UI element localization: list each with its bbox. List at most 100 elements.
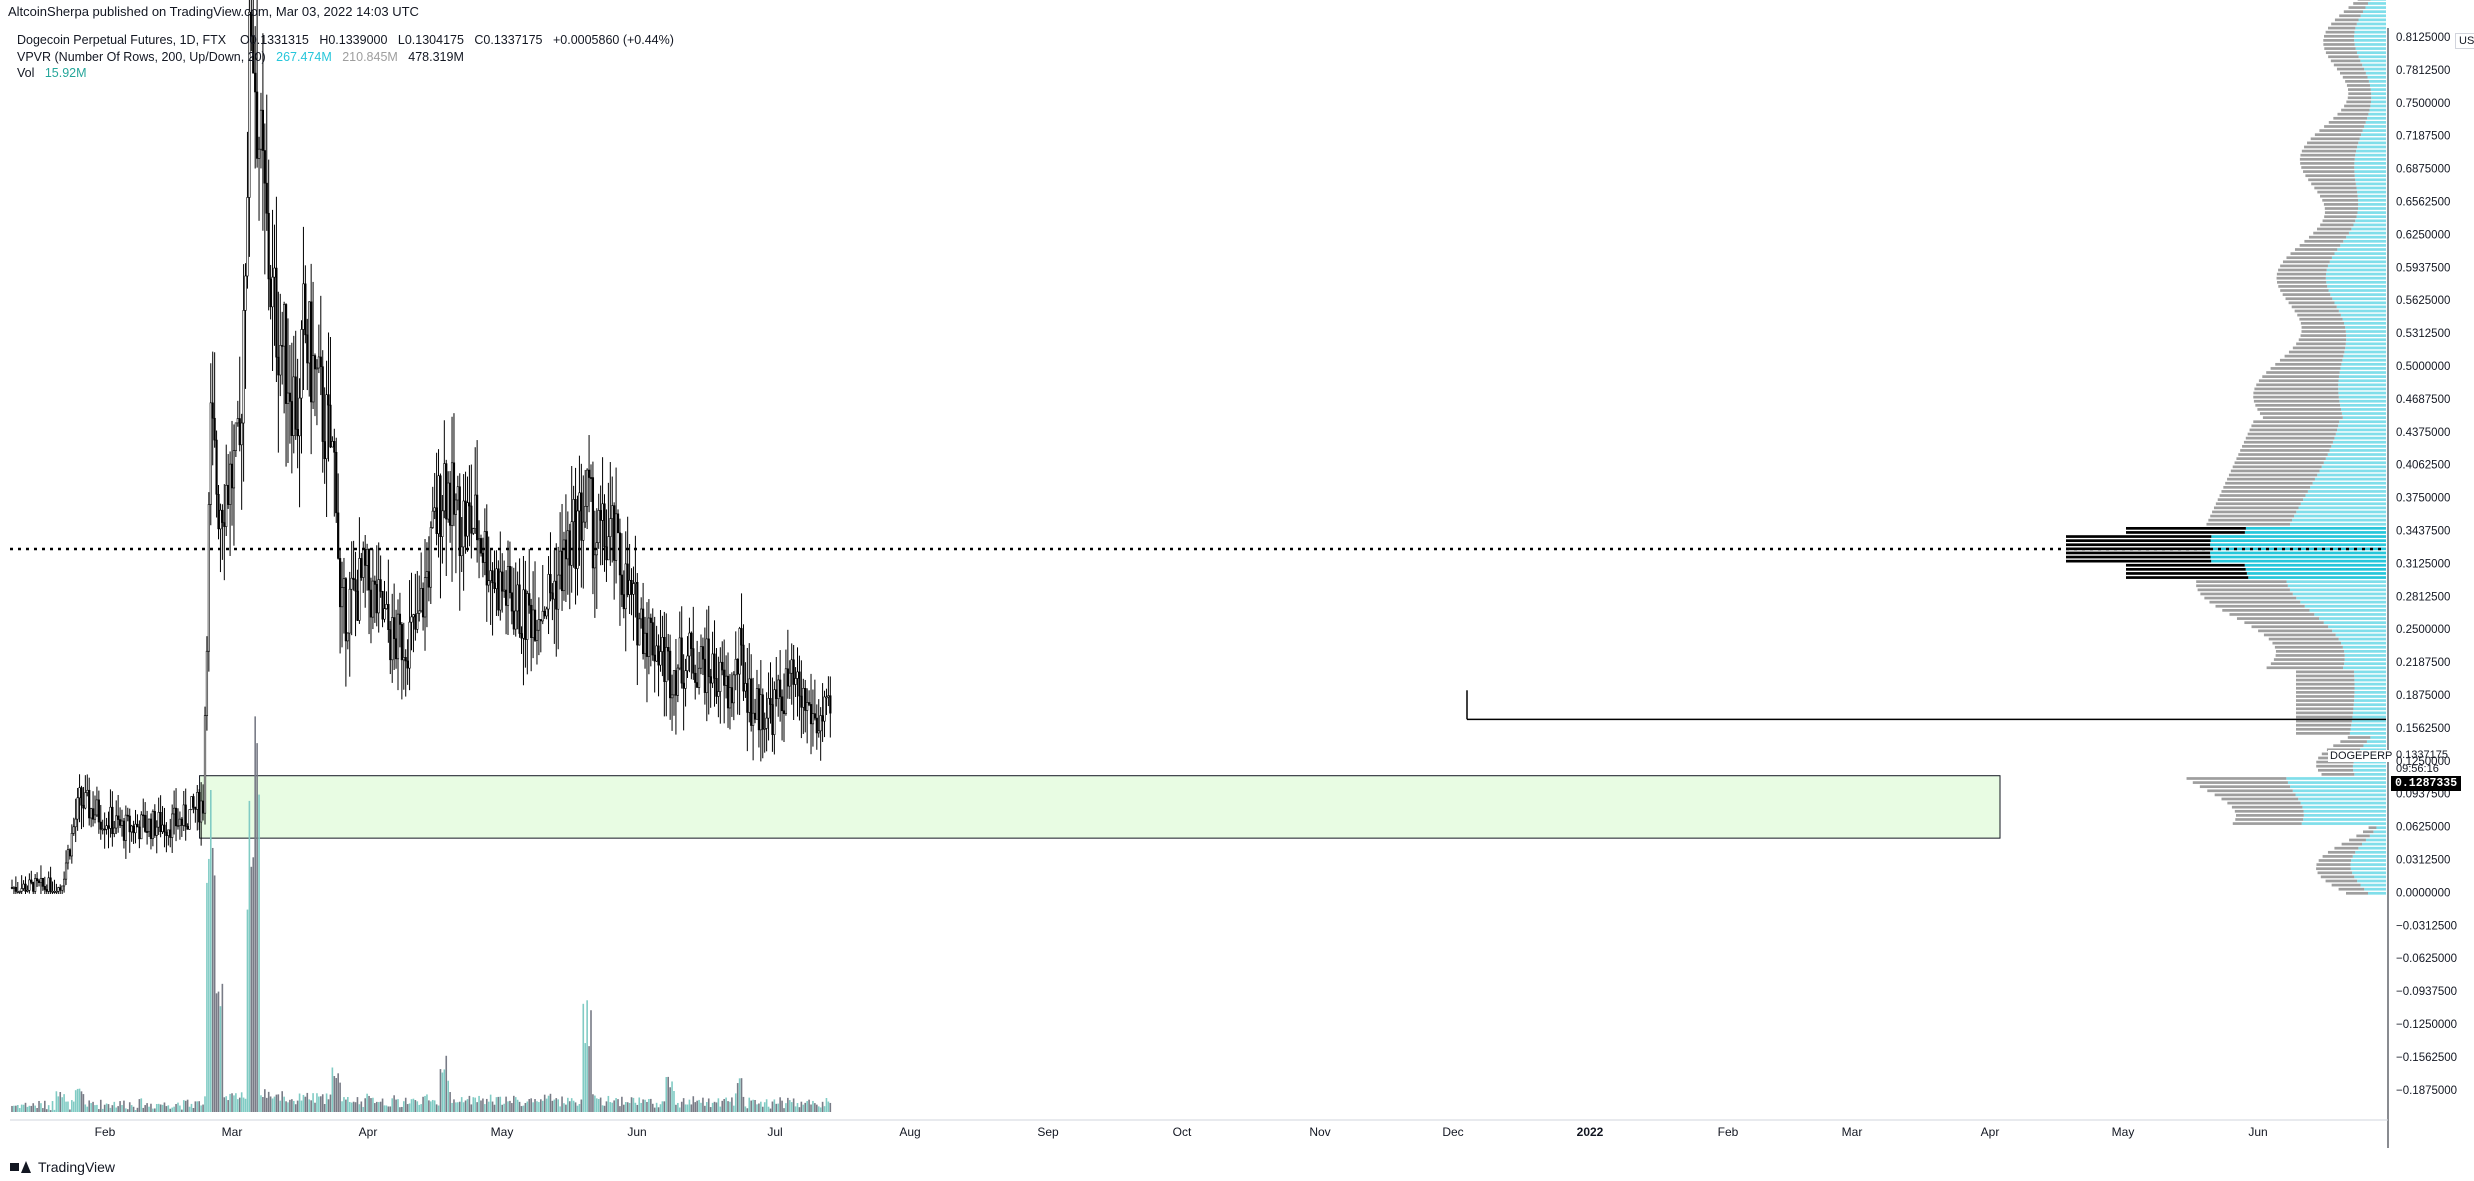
publisher-line: AltcoinSherpa published on TradingView.c…: [8, 4, 419, 20]
candle-body: [520, 633, 523, 639]
candle-body: [815, 717, 818, 734]
candle-body: [26, 890, 29, 892]
profile-up-row: [2290, 785, 2386, 789]
candle-body: [653, 654, 656, 662]
profile-down-row: [2212, 510, 2297, 514]
volume-bar: [671, 1081, 673, 1112]
volume-bar: [580, 1099, 583, 1112]
profile-up-row: [2359, 137, 2386, 141]
volume-bar: [275, 1094, 278, 1112]
profile-up-row: [2360, 14, 2386, 18]
candle-body: [632, 583, 635, 595]
profile-down-row: [2207, 789, 2293, 793]
candle-body: [476, 494, 479, 541]
tradingview-footer[interactable]: TradingView: [10, 1159, 115, 1175]
candle-body: [715, 678, 718, 697]
candle-body: [350, 577, 353, 590]
price-tick-label: −0.1875000: [2396, 1085, 2457, 1097]
candle-body: [767, 698, 770, 719]
candle-body: [198, 791, 201, 823]
profile-up-row: [2358, 846, 2386, 850]
profile-up-row: [2290, 522, 2386, 526]
candle-body: [713, 653, 716, 679]
profile-up-row: [2350, 863, 2386, 866]
candle-body: [364, 549, 367, 566]
volume-bar: [165, 1106, 168, 1112]
candle-body: [524, 589, 527, 640]
volume-bar: [341, 1101, 343, 1112]
candle-body: [271, 276, 274, 308]
candle-body: [696, 682, 699, 688]
volume-bar: [721, 1100, 724, 1112]
volume-bar: [677, 1102, 679, 1112]
profile-up-row: [2354, 43, 2386, 46]
volume-bar: [783, 1108, 785, 1112]
profile-up-row: [2325, 457, 2386, 460]
candle-body: [765, 717, 768, 729]
candle-body: [101, 828, 104, 831]
volume-bar: [476, 1102, 478, 1112]
candle-body: [792, 659, 795, 685]
volume-bar: [404, 1097, 407, 1112]
profile-down-row: [2341, 108, 2370, 112]
time-tick-label: Aug: [899, 1125, 920, 1139]
candle-body: [90, 808, 93, 819]
candle-body: [155, 826, 158, 836]
candle-body: [337, 512, 340, 559]
profile-down-row: [2336, 67, 2365, 71]
vpvr-legend[interactable]: VPVR (Number Of Rows, 200, Up/Down, 20) …: [17, 49, 674, 66]
candle-body: [173, 807, 176, 815]
candle-body: [80, 787, 83, 806]
volume-bar: [132, 1106, 135, 1112]
volume-bar: [458, 1101, 461, 1112]
volume-bar: [271, 1098, 274, 1112]
time-axis[interactable]: Feb Mar Apr May Jun Jul Aug Sep Oct Nov Dec 2022 Feb…: [95, 1125, 2268, 1139]
profile-down-row: [2317, 871, 2353, 875]
candle-body: [313, 355, 317, 370]
profile-down-row: [2317, 768, 2354, 772]
volume-bar: [511, 1103, 513, 1112]
candle-body: [711, 653, 714, 684]
profile-down-row: [2324, 34, 2355, 38]
volume-bar: [599, 1097, 602, 1112]
symbol-legend[interactable]: Dogecoin Perpetual Futures, 1D, FTX O0.1…: [17, 32, 674, 49]
price-tick-label: 0.2500000: [2396, 624, 2450, 636]
volume-bar: [98, 1109, 100, 1112]
candle-body: [723, 669, 726, 686]
volume-bar: [754, 1099, 756, 1112]
candle-body: [335, 451, 338, 514]
profile-up-row: [2354, 695, 2386, 698]
currency-button[interactable]: USD: [2455, 33, 2474, 49]
volume-legend[interactable]: Vol 15.92M: [17, 65, 674, 82]
profile-down-row: [2251, 625, 2329, 629]
candle-body: [327, 394, 330, 406]
candle-body: [420, 588, 423, 612]
profile-up-row: [2304, 604, 2386, 608]
candle-body: [771, 704, 774, 735]
volume-bar: [254, 716, 256, 1112]
candle-body: [180, 818, 183, 826]
profile-down-row: [2066, 551, 2211, 555]
candle-body: [373, 580, 376, 585]
profile-down-row: [2324, 211, 2358, 214]
profile-up-row: [2361, 133, 2386, 137]
profile-down-row: [2296, 703, 2354, 707]
volume-bar: [678, 1107, 681, 1112]
profile-up-row: [2354, 30, 2386, 34]
candle-body: [41, 877, 44, 887]
candle-body: [213, 417, 216, 441]
profile-down-row: [2317, 190, 2358, 194]
volume-bar: [86, 1106, 89, 1112]
volume-bar: [570, 1098, 573, 1112]
profile-up-row: [2342, 416, 2386, 419]
profile-down-row: [2296, 342, 2346, 346]
volume-bar: [229, 1093, 231, 1112]
candle-body: [421, 588, 425, 618]
profile-up-row: [2356, 186, 2386, 190]
candle-body: [684, 670, 687, 689]
volume-bar: [426, 1094, 428, 1112]
candle-body: [717, 691, 720, 697]
candle-body: [724, 675, 728, 686]
price-axis[interactable]: 0.8125000 0.7812500 0.7500000 0.7187500 0.68…: [10, 28, 2457, 1148]
